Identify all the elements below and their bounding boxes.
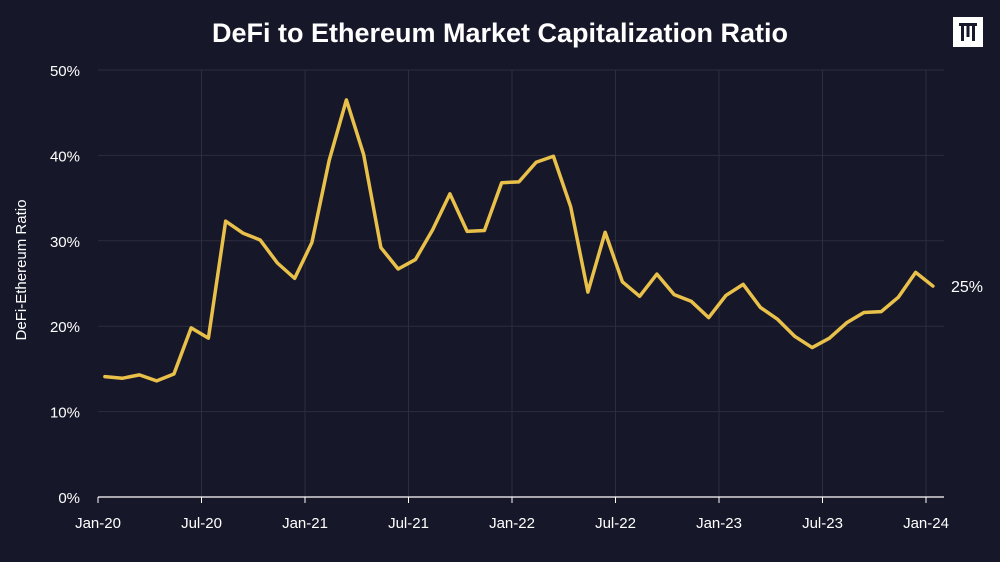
y-tick-label: 20% <box>50 319 80 336</box>
y-tick-label: 50% <box>50 63 80 80</box>
y-tick-label: 10% <box>50 405 80 422</box>
logo-icon <box>953 17 983 47</box>
y-axis-label: DeFi-Ethereum Ratio <box>13 200 30 341</box>
y-tick-label: 40% <box>50 148 80 165</box>
x-tick-label: Jul-22 <box>595 515 636 532</box>
chart-title: DeFi to Ethereum Market Capitalization R… <box>211 18 789 48</box>
x-tick-label: Jan-23 <box>696 515 742 532</box>
x-tick-label: Jan-21 <box>282 515 328 532</box>
x-tick-label: Jan-22 <box>489 515 535 532</box>
x-tick-label: Jul-20 <box>181 515 222 532</box>
end-value-label: 25% <box>951 279 983 296</box>
x-tick-label: Jan-24 <box>903 515 949 532</box>
x-tick-label: Jul-21 <box>388 515 429 532</box>
x-tick-label: Jan-20 <box>75 515 121 532</box>
y-tick-label: 0% <box>58 490 80 507</box>
x-tick-label: Jul-23 <box>802 515 843 532</box>
y-tick-label: 30% <box>50 234 80 251</box>
